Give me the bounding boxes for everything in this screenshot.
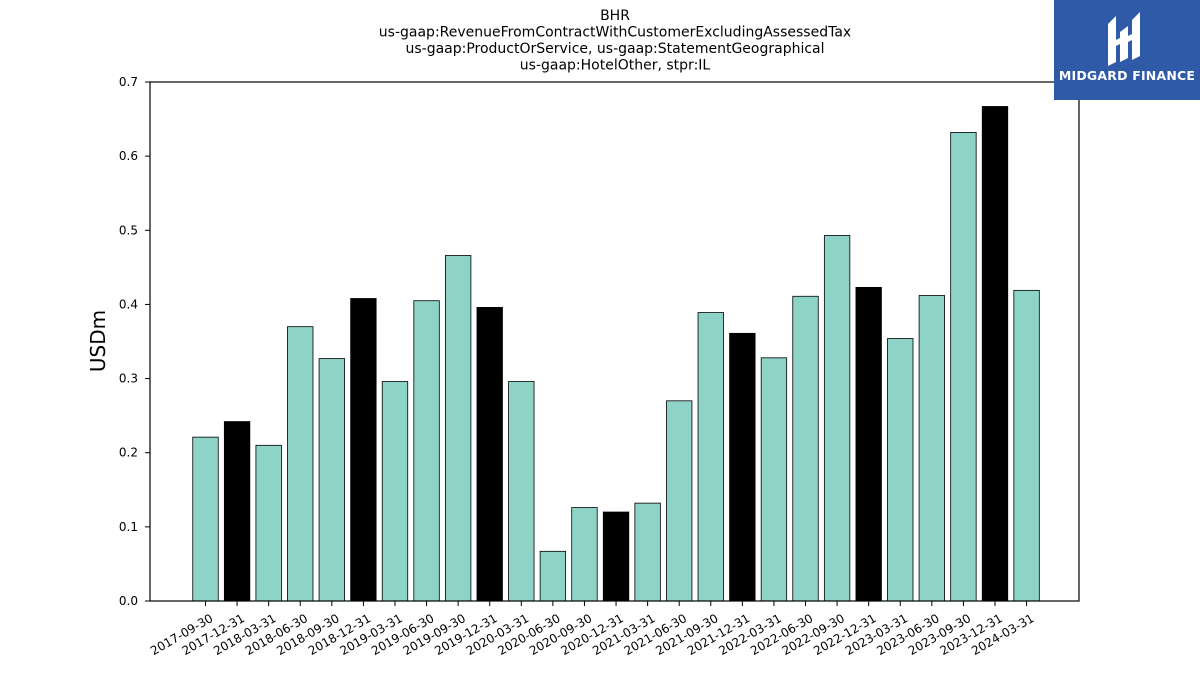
bar-2022-09-30 [823,235,851,602]
y-axis: 0.0 0.1 0.2 0.3 0.4 0.5 0.6 0.7 [119,75,150,608]
bar-2019-03-31 [381,381,409,602]
bar-2019-12-31 [476,306,503,602]
y-tick-label: 0.4 [119,297,138,311]
y-tick-label: 0.6 [119,149,138,163]
bar-2023-12-31 [981,106,1009,602]
bar-2022-12-31 [855,286,882,602]
midgard-logo-icon [1108,12,1140,66]
bar-2019-09-30 [444,255,472,602]
bars-group [192,106,1040,602]
bar-2021-09-30 [697,312,724,602]
chart-title: BHRus-gaap:RevenueFromContractWithCustom… [379,8,851,74]
bar-2022-03-31 [760,357,788,602]
brand-name: MIDGARD FINANCE [1058,68,1196,83]
brand-logo: MIDGARD FINANCE [1054,0,1200,100]
y-tick-label: 0.5 [119,223,138,237]
bar-2020-06-30 [539,550,567,602]
bar-2018-09-30 [318,358,345,602]
bar-2019-06-30 [413,300,440,602]
bar-2023-09-30 [950,132,977,602]
bar-2021-03-31 [634,502,661,602]
y-axis-label: USDm [86,310,110,372]
bar-2021-12-31 [729,332,756,602]
bar-2020-12-31 [602,511,630,602]
bar-2024-03-31 [1013,289,1040,602]
bar-2020-03-31 [508,381,535,602]
bar-2017-12-31 [223,421,251,602]
chart-title-line: BHR [600,8,630,24]
chart-title-line: us-gaap:HotelOther, stpr:IL [520,58,711,74]
y-tick-label: 0.1 [119,520,138,534]
bar-2018-06-30 [287,326,314,602]
y-tick-label: 0.2 [119,446,138,460]
bar-2021-06-30 [666,400,693,602]
chart-title-line: us-gaap:ProductOrService, us-gaap:Statem… [405,41,824,57]
bar-2023-06-30 [918,295,945,602]
bar-2023-03-31 [887,338,914,602]
y-tick-label: 0.3 [119,372,138,386]
x-axis: 2017-09-302017-12-312018-03-312018-06-30… [148,601,1036,658]
bar-2018-12-31 [350,298,377,602]
bar-2017-09-30 [192,436,219,602]
bar-2020-09-30 [571,507,598,602]
bar-2022-06-30 [792,295,819,602]
plot-frame [149,81,1080,602]
bar-2018-03-31 [255,444,282,602]
chart-title-line: us-gaap:RevenueFromContractWithCustomerE… [379,25,851,41]
y-tick-label: 0.0 [119,594,138,608]
y-tick-label: 0.7 [119,75,138,89]
